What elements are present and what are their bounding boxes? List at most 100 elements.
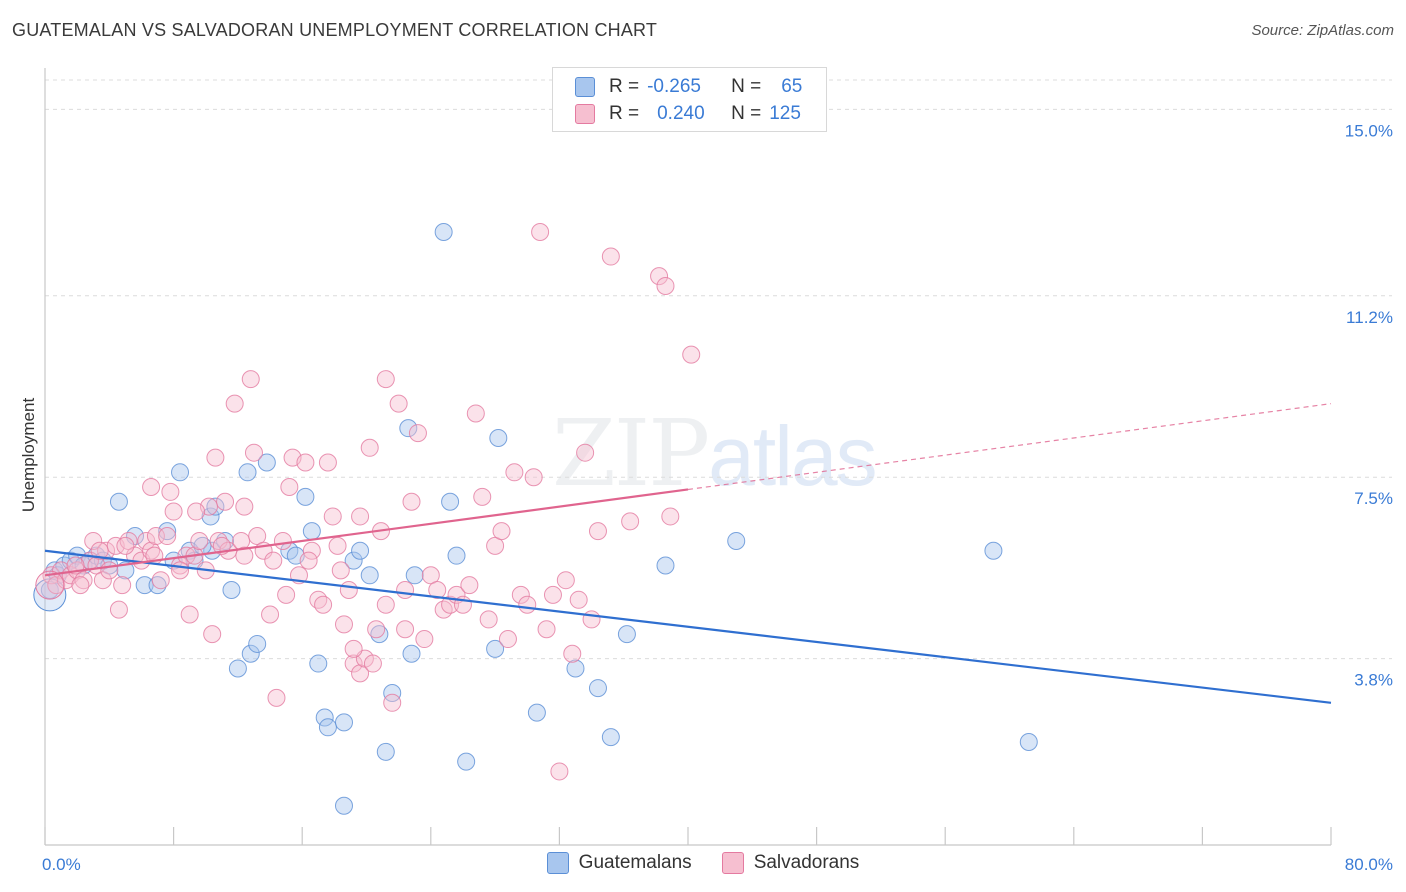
- salvadoran-point: [339, 581, 358, 599]
- salvadoran-point: [550, 762, 569, 781]
- salvadoran-point: [367, 620, 386, 639]
- legend-swatch-pink: [575, 104, 595, 124]
- salvadoran-point: [428, 581, 447, 599]
- guatemalans-trend-line: [44, 549, 1332, 704]
- guatemalan-point: [109, 492, 128, 511]
- salvadoran-point: [261, 605, 280, 624]
- guatemalan-point: [216, 531, 235, 550]
- guatemalan-point: [309, 654, 328, 673]
- salvadoran-point: [164, 502, 183, 521]
- trend-lines: [44, 403, 1332, 704]
- guatemalan-point: [351, 541, 370, 560]
- salvadoran-point: [235, 546, 254, 565]
- guatemalan-point: [334, 796, 353, 815]
- salvadoran-point: [408, 424, 427, 443]
- salvadoran-point: [203, 625, 222, 644]
- salvadoran-point: [331, 561, 350, 580]
- salvadoran-point: [383, 693, 402, 712]
- salvadoran-point: [479, 610, 498, 629]
- salvadoran-point: [209, 531, 228, 550]
- salvadoran-point: [314, 595, 333, 614]
- salvadorans-trend-line: [44, 488, 689, 577]
- salvadoran-point: [171, 561, 190, 580]
- salvadoran-point: [264, 551, 283, 570]
- salvadoran-point: [588, 522, 607, 541]
- salvadoran-cluster-point: [35, 570, 65, 600]
- guatemalans-points: [33, 223, 1038, 815]
- salvadoran-point: [318, 453, 337, 472]
- salvadoran-point: [296, 453, 315, 472]
- salvadoran-point: [309, 590, 328, 609]
- salvadoran-point: [531, 223, 550, 242]
- salvadoran-point: [376, 370, 395, 389]
- guatemalan-point: [984, 541, 1003, 560]
- legend-item-guatemalans: Guatemalans: [546, 852, 692, 874]
- guatemalan-point: [318, 718, 337, 737]
- guatemalan-point: [135, 576, 154, 595]
- legend-label: Guatemalans: [578, 852, 692, 873]
- guatemalan-point: [588, 679, 607, 698]
- salvadoran-point: [232, 531, 251, 550]
- legend-n-value: 65: [781, 76, 803, 97]
- guatemalan-point: [457, 752, 476, 771]
- guatemalan-point: [171, 463, 190, 482]
- salvadoran-point: [334, 615, 353, 634]
- guatemalan-point: [566, 659, 585, 678]
- salvadoran-point: [344, 639, 363, 658]
- legend-r-value: 0.240: [657, 103, 705, 124]
- salvadoran-point: [518, 595, 537, 614]
- legend-r-value: -0.265: [647, 76, 701, 97]
- legend-n-label: N =: [731, 76, 762, 97]
- guatemalan-point: [527, 703, 546, 722]
- legend-row-salvadorans: R = 0.240 N = 125: [575, 102, 801, 126]
- guatemalan-point: [241, 644, 260, 663]
- salvadoran-point: [569, 590, 588, 609]
- salvadoran-point: [661, 507, 680, 526]
- guatemalan-point: [405, 566, 424, 585]
- salvadoran-point: [137, 531, 156, 550]
- salvadoran-point: [206, 448, 225, 467]
- salvadoran-point: [402, 492, 421, 511]
- salvadoran-point: [90, 541, 109, 560]
- salvadoran-point: [267, 688, 286, 707]
- guatemalan-point: [248, 634, 267, 653]
- salvadoran-point: [601, 247, 620, 266]
- guatemalan-point: [402, 644, 421, 663]
- salvadoran-point: [473, 487, 492, 506]
- salvadoran-point: [351, 507, 370, 526]
- salvadoran-point: [656, 276, 675, 295]
- salvadoran-point: [302, 541, 321, 560]
- y-axis-title: Unemployment: [19, 398, 38, 513]
- guatemalan-point: [656, 556, 675, 575]
- legend-label: Salvadorans: [753, 852, 860, 873]
- salvadoran-point: [556, 571, 575, 590]
- guatemalan-point: [486, 639, 505, 658]
- salvadoran-point: [100, 561, 119, 580]
- salvadoran-point: [563, 644, 582, 663]
- salvadoran-point: [415, 630, 434, 649]
- salvadoran-point: [74, 571, 93, 590]
- y-tick-label: 7.5%: [1354, 489, 1393, 508]
- x-tick-label: 80.0%: [1345, 855, 1393, 874]
- guatemalan-point: [383, 683, 402, 702]
- salvadoran-point: [505, 463, 524, 482]
- salvadoran-point: [71, 576, 90, 595]
- salvadoran-point: [116, 536, 135, 555]
- salvadoran-point: [682, 345, 701, 364]
- salvadoran-point: [190, 531, 209, 550]
- salvadoran-point: [158, 527, 177, 546]
- legend-row-guatemalans: R = -0.265 N = 65: [575, 75, 802, 99]
- guatemalan-point: [257, 453, 276, 472]
- salvadoran-point: [543, 585, 562, 604]
- salvadoran-point: [142, 478, 161, 497]
- guatemalan-point: [441, 492, 460, 511]
- legend-r-label: R =: [609, 103, 640, 124]
- legend-swatch-blue: [575, 77, 595, 97]
- y-tick-label: 3.8%: [1354, 671, 1393, 690]
- grid-lines: [45, 79, 1392, 660]
- guatemalan-point: [334, 713, 353, 732]
- salvadoran-point: [466, 404, 485, 423]
- guatemalan-point: [158, 522, 177, 541]
- watermark-atlas: atlas: [708, 409, 877, 503]
- guatemalan-point: [617, 625, 636, 644]
